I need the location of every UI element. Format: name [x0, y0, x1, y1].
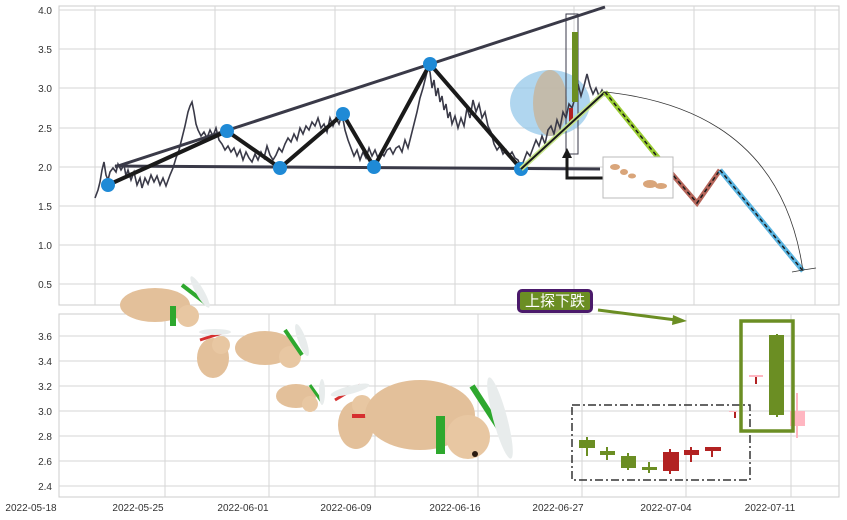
candle [705, 447, 721, 457]
candle [621, 453, 636, 470]
bent-arrow [565, 155, 604, 180]
upper-trendline [114, 5, 606, 169]
pattern-points [101, 57, 528, 192]
highlight-frame [739, 319, 795, 433]
candle [663, 449, 679, 474]
y-tick: 4.0 [38, 6, 52, 17]
bottom-y-axis: 3.6 3.4 3.2 3.0 2.8 2.6 2.4 [38, 332, 52, 493]
inset-candle-red [569, 108, 573, 122]
y-tick: 2.0 [38, 163, 52, 174]
dog-figure [365, 377, 513, 459]
bottom-panel: 3.6 3.4 3.2 3.0 2.8 2.6 2.4 [38, 276, 840, 498]
candle [749, 375, 763, 384]
pattern-point [367, 160, 381, 174]
y-tick: 2.5 [38, 124, 52, 135]
pattern-point [273, 161, 287, 175]
dog-figure [120, 276, 210, 327]
top-plot-area [58, 5, 840, 306]
y-tick: 2.6 [38, 457, 52, 468]
pattern-point [220, 124, 234, 138]
candle [600, 447, 615, 460]
x-tick: 2022-06-16 [429, 503, 481, 514]
y-tick: 3.4 [38, 357, 52, 368]
y-tick: 3.6 [38, 332, 52, 343]
bottom-grid-h [59, 335, 839, 487]
y-tick: 1.0 [38, 241, 52, 252]
arc-end-marker [791, 267, 817, 273]
candle-group-frame [571, 404, 751, 481]
x-tick: 2022-05-18 [5, 503, 57, 514]
projection-down3-dash [719, 169, 804, 272]
x-tick: 2022-06-09 [320, 503, 372, 514]
annotation-arrow [597, 308, 677, 322]
candle [729, 411, 737, 418]
y-tick: 0.5 [38, 280, 52, 291]
pattern-annotation-label: 上探下跌 [517, 289, 593, 313]
arrow-head [562, 148, 572, 158]
y-tick: 3.2 [38, 382, 52, 393]
dog-figure [235, 323, 309, 368]
pattern-point [423, 57, 437, 71]
dog-figure [276, 379, 325, 412]
inset-thumbnail [602, 156, 674, 199]
x-axis: 2022-05-18 2022-05-25 2022-06-01 2022-06… [5, 503, 795, 514]
candle [684, 447, 699, 462]
x-tick: 2022-06-01 [217, 503, 269, 514]
pattern-point [336, 107, 350, 121]
top-y-axis: 4.0 3.5 3.0 2.5 2.0 1.5 1.0 0.5 [38, 6, 52, 291]
inset-candle-green [572, 32, 578, 102]
decorative-dog-images [120, 276, 513, 459]
pattern-point [101, 178, 115, 192]
projection-up [520, 91, 606, 170]
y-tick: 3.0 [38, 407, 52, 418]
projection-zigzag-dash [659, 159, 721, 205]
y-tick: 3.5 [38, 45, 52, 56]
candle [579, 437, 595, 456]
y-tick: 2.4 [38, 482, 52, 493]
top-panel: 4.0 3.5 3.0 2.5 2.0 1.5 1.0 0.5 [38, 5, 840, 306]
x-tick: 2022-06-27 [532, 503, 584, 514]
y-tick: 3.0 [38, 84, 52, 95]
candles [579, 334, 805, 474]
annotation-arrow-head [672, 315, 687, 325]
candle [642, 462, 657, 473]
dog-figure [197, 329, 231, 378]
thumbnail-dogs [610, 164, 667, 189]
projection-down1-dash [604, 91, 661, 161]
projection-arc [604, 91, 804, 272]
price-line [94, 65, 606, 199]
highlight-ellipse-tan [533, 70, 567, 136]
y-tick: 1.5 [38, 202, 52, 213]
candle [769, 334, 784, 417]
x-tick: 2022-07-11 [745, 503, 796, 514]
y-tick: 2.8 [38, 432, 52, 443]
x-tick: 2022-07-04 [640, 503, 692, 514]
x-tick: 2022-05-25 [112, 503, 164, 514]
